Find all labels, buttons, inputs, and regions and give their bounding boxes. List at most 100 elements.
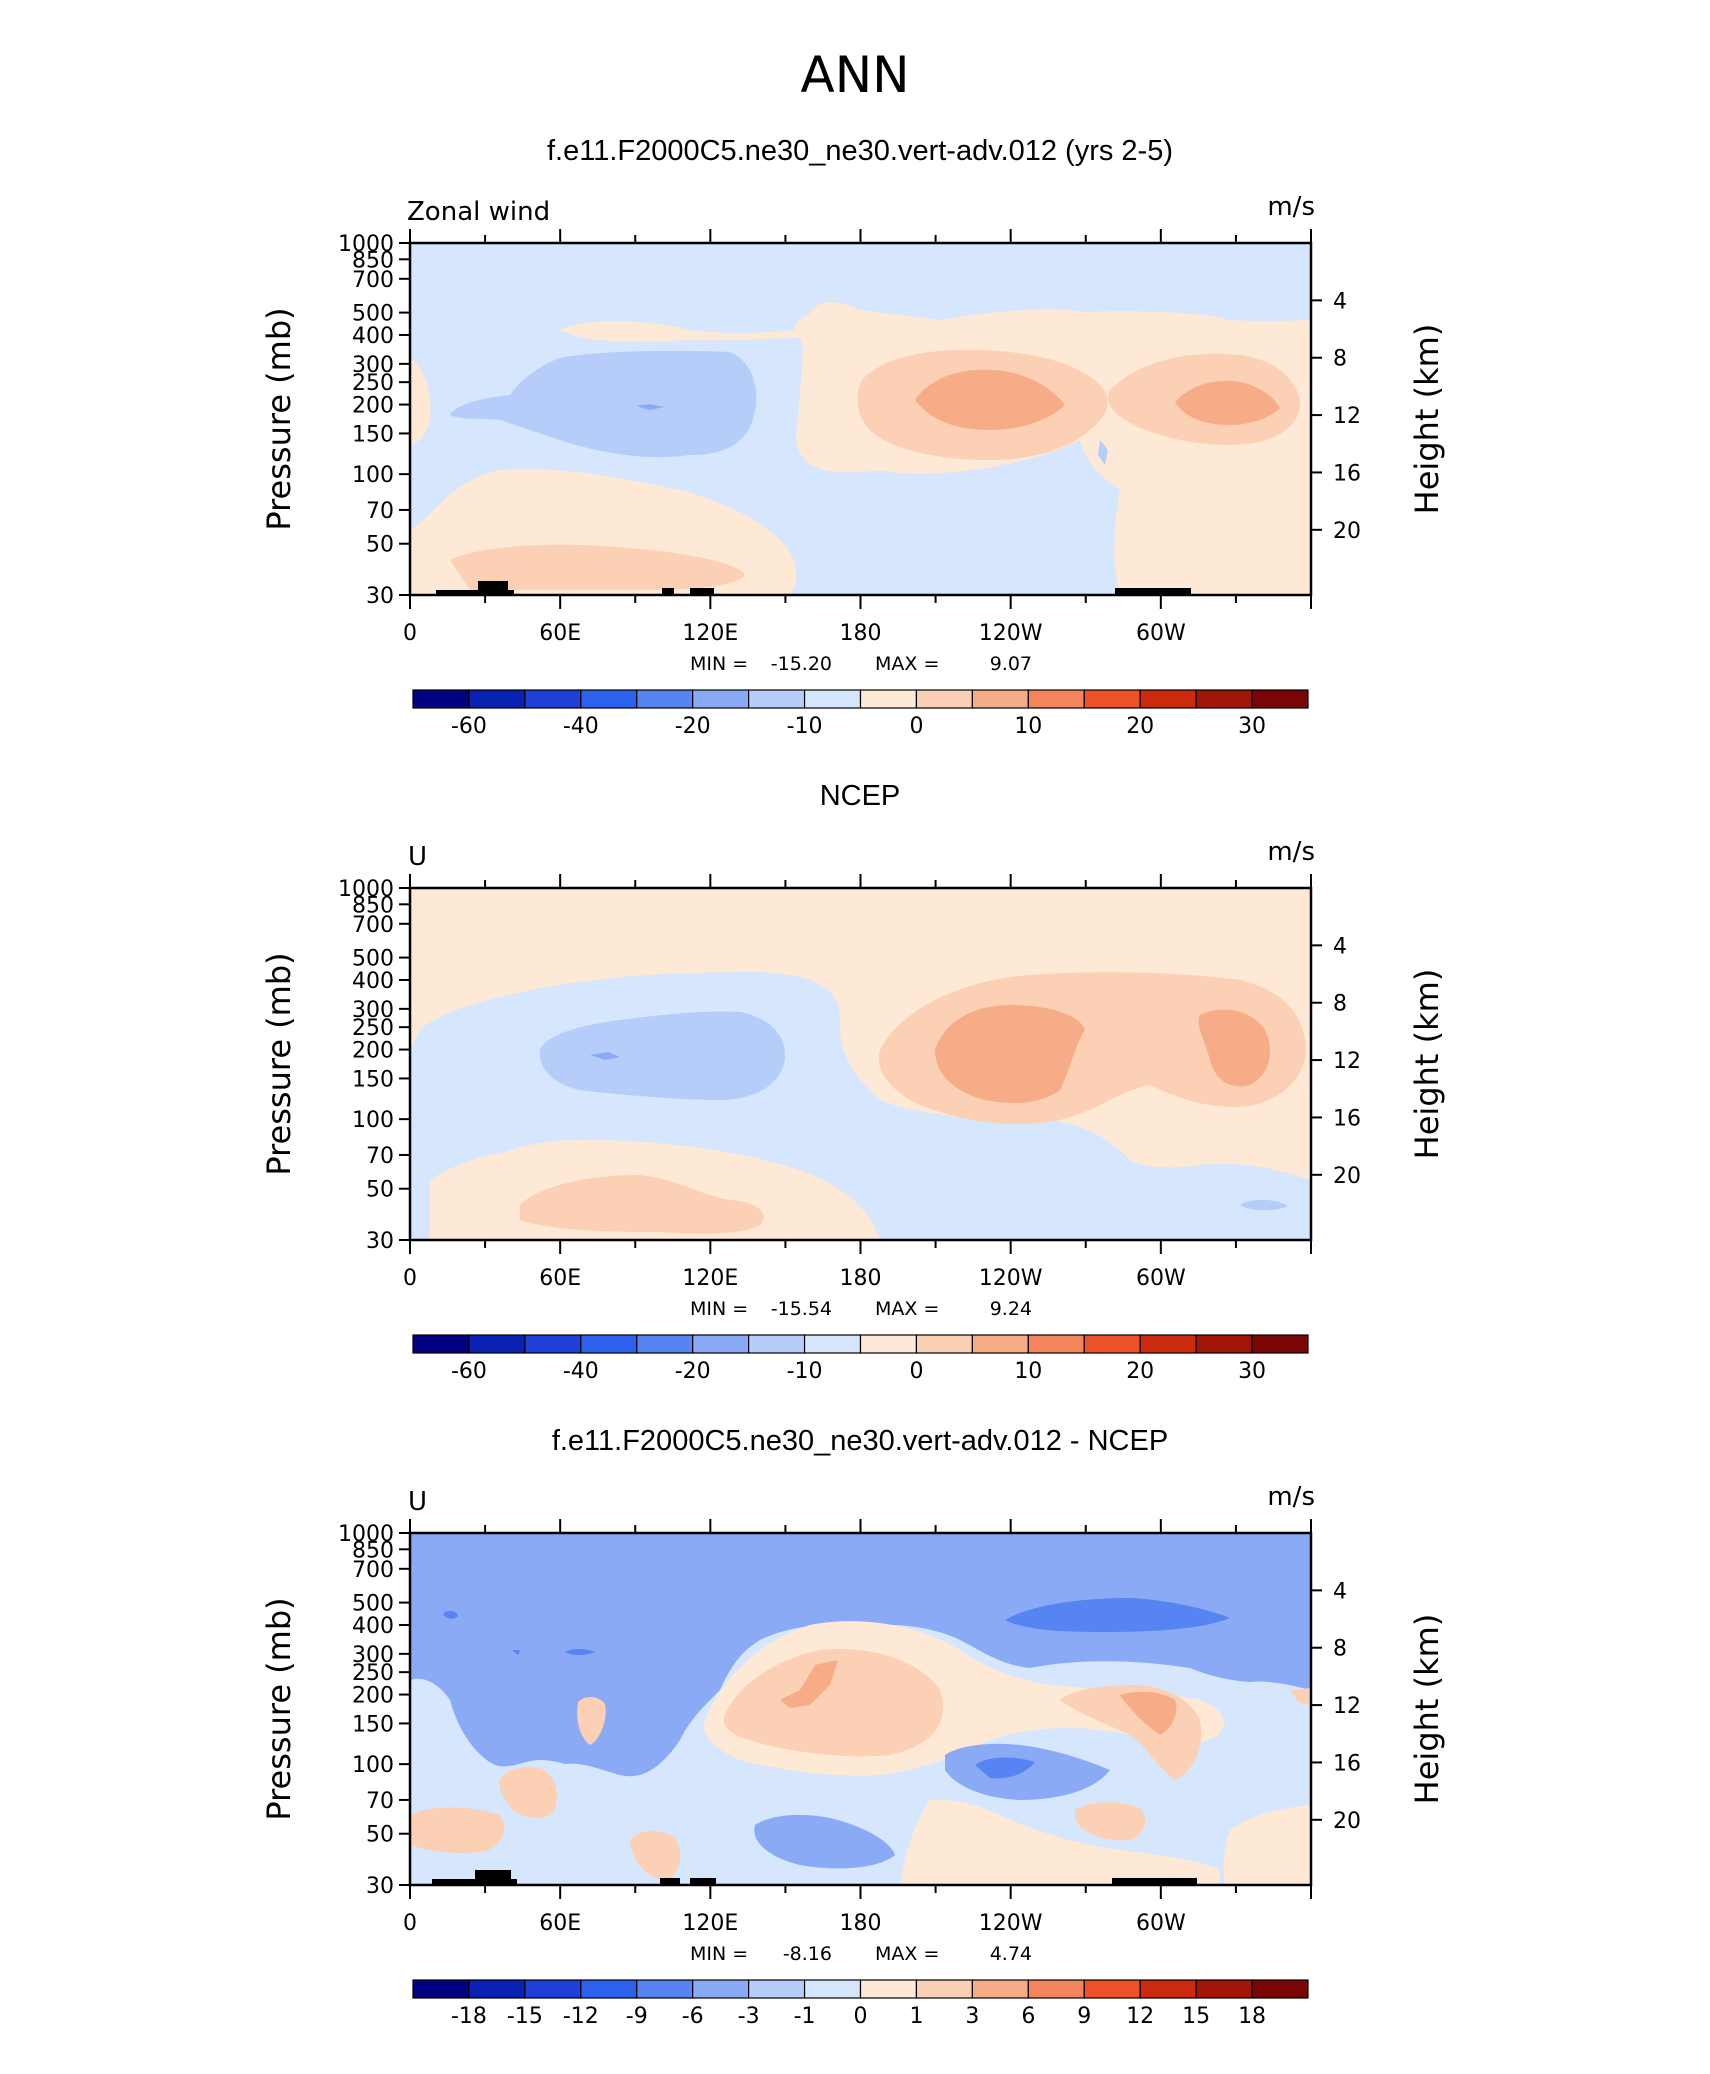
colorbar-swatch [580,1334,638,1354]
colorbar-swatch [692,689,750,709]
colorbar-label: 9 [1077,2004,1091,2029]
panel-3-minmax: MIN = -8.16 MAX = 4.74 [690,1943,1032,1965]
y-tick-label: 50 [366,533,394,558]
colorbar-label: 3 [965,2004,979,2029]
colorbar-label: -60 [451,1359,487,1384]
colorbar-swatch [1195,689,1253,709]
y-tick-label: 500 [352,947,394,972]
panel-3-units: m/s [1267,1482,1315,1512]
height-tick-label: 12 [1333,1694,1361,1719]
panel-3-left-positive-2 [577,1696,606,1745]
y-tick-label: 700 [352,268,394,293]
colorbar-label: -10 [787,1359,823,1384]
panel-3-central-positive-2 [723,1649,943,1757]
x-tick-label: 60E [539,1911,581,1936]
panel-3-central-core [780,1660,838,1708]
panel-3-ylabel: Pressure (mb) [260,1597,298,1820]
y-tick-label: 1000 [338,1522,394,1547]
y-tick-label: 200 [352,1039,394,1064]
y-tick-label: 30 [366,1874,394,1899]
panel-3-left-positive-1 [499,1767,557,1818]
colorbar-label: 0 [909,1359,923,1384]
colorbar-swatch [1251,689,1309,709]
x-tick-label: 60E [539,621,581,646]
panel-2-units: m/s [1267,837,1315,867]
y-tick-label: 500 [352,302,394,327]
colorbar-swatch [859,1979,918,1999]
panel-2-lower-positive-2 [520,1175,764,1234]
panel-2: NCEP U m/s 30507010015020025030040050070… [260,780,1446,1384]
y-tick-label: 100 [352,1753,394,1778]
colorbar-swatch [1027,1334,1085,1354]
panel-3: f.e11.F2000C5.ne30_ne30.vert-adv.012 - N… [260,1425,1446,2029]
panel-3-small-neg-2 [565,1649,595,1655]
panel-2-ylabel: Pressure (mb) [260,952,298,1175]
colorbar-swatch [1139,1979,1197,1999]
y-tick-label: 400 [352,1614,394,1639]
panel-2-max-value: 9.24 [990,1298,1032,1320]
colorbar-label: -3 [738,2004,760,2029]
panel-3-right-edge-positive [1290,1688,1311,1705]
y-tick-label: 100 [352,463,394,488]
colorbar-swatch [1139,689,1197,709]
panel-3-lower-mid-positive [630,1830,681,1880]
panel-3-topography [432,1870,1197,1885]
y-tick-label: 70 [366,499,394,524]
panel-1-min-label: MIN = [690,653,748,675]
y-tick-label: 50 [366,1823,394,1848]
panel-2-title: NCEP [820,780,901,812]
colorbar-label: -1 [794,2004,816,2029]
panel-1-left-positive-column [410,360,431,445]
height-tick-label: 4 [1333,289,1347,314]
colorbar-label: 18 [1238,2004,1266,2029]
colorbar-label: 12 [1126,2004,1154,2029]
y-tick-label: 400 [352,324,394,349]
panel-1-max-value: 9.07 [990,653,1032,675]
colorbar-swatch [859,689,918,709]
panel-2-contour-field [410,888,1311,1240]
panel-2-variable-label: U [408,842,427,872]
panel-3-lower-right-light [900,1799,1220,1885]
panel-3-min-value: -8.16 [783,1943,832,1965]
y-tick-label: 50 [366,1178,394,1203]
height-tick-label: 8 [1333,992,1347,1017]
panel-2-small-negative [1240,1199,1288,1211]
y-tick-label: 700 [352,1558,394,1583]
x-tick-label: 60W [1136,621,1186,646]
panel-3-mid-negative-core [975,1757,1035,1779]
x-tick-label: 120W [979,621,1043,646]
colorbar-swatch [1251,1334,1309,1354]
panel-3-left-lower-positive [410,1807,504,1853]
x-tick-label: 120E [682,1911,738,1936]
height-tick-label: 12 [1333,404,1361,429]
x-tick-label: 120W [979,1266,1043,1291]
panel-2-ylabel-right: Height (km) [1408,969,1446,1160]
colorbar-label: 30 [1238,1359,1266,1384]
colorbar-swatch [748,1334,806,1354]
colorbar-swatch [803,689,862,709]
panel-1-title: f.e11.F2000C5.ne30_ne30.vert-adv.012 (yr… [547,135,1173,167]
height-tick-label: 16 [1333,1106,1361,1131]
colorbar-label: -20 [675,1359,711,1384]
panel-3-max-value: 4.74 [990,1943,1032,1965]
colorbar-swatch [1083,1334,1141,1354]
panel-3-y-axis-label: Pressure (mb) [260,1597,298,1820]
colorbar-label: 1 [909,2004,923,2029]
panel-1-ylabel: Pressure (mb) [260,307,298,530]
panel-3-y-axis-label-right: Height (km) [1408,1614,1446,1805]
colorbar-swatch [692,1334,750,1354]
panel-3-variable-label: U [408,1487,427,1517]
colorbar-label: 10 [1014,714,1042,739]
x-tick-label: 60W [1136,1911,1186,1936]
panel-3-far-right-light [1223,1805,1311,1885]
colorbar-swatch [524,1334,582,1354]
y-tick-label: 100 [352,1108,394,1133]
height-tick-label: 20 [1333,519,1361,544]
colorbar-swatch [1027,689,1085,709]
colorbar-swatch [636,1979,694,1999]
colorbar-swatch [524,1979,582,1999]
